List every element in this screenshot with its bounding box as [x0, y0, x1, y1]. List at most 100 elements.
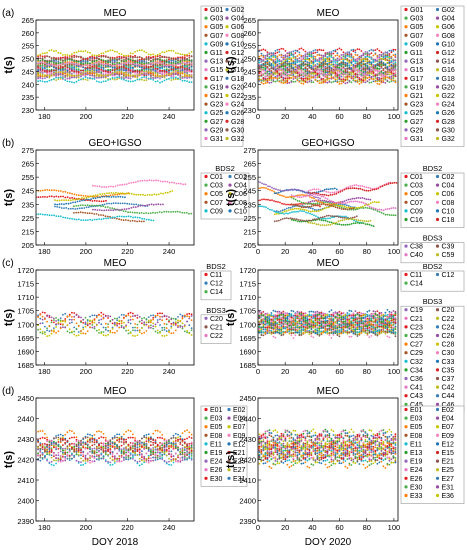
data-point: [64, 216, 67, 219]
data-point: [352, 60, 355, 63]
legend-entry: G12: [231, 50, 244, 57]
data-point: [103, 186, 106, 188]
data-point: [302, 74, 305, 77]
data-point: [95, 72, 98, 75]
data-point: [127, 65, 130, 67]
data-point: [354, 75, 357, 78]
data-point: [332, 77, 335, 80]
data-point: [147, 73, 150, 76]
data-point: [145, 68, 148, 70]
data-point: [376, 72, 379, 75]
data-point: [348, 75, 351, 78]
data-point: [37, 63, 39, 66]
data-point: [100, 76, 103, 79]
data-point: [39, 59, 42, 62]
data-point: [174, 72, 177, 75]
data-point: [162, 192, 165, 195]
data-point: [348, 79, 351, 82]
x-tick-label: 0: [256, 112, 260, 121]
data-point: [75, 60, 78, 63]
data-point: [284, 79, 287, 82]
data-point: [82, 211, 84, 214]
panel-label: (a): [2, 8, 14, 19]
data-point: [111, 72, 114, 75]
data-point: [332, 72, 335, 74]
data-point: [354, 62, 357, 64]
data-point: [59, 52, 62, 55]
data-point: [322, 70, 325, 73]
data-point: [322, 72, 325, 75]
data-point: [392, 74, 395, 77]
data-point: [318, 60, 321, 63]
data-point: [266, 70, 269, 73]
data-point: [115, 202, 117, 205]
legend-entry: G13: [410, 59, 423, 66]
data-point: [80, 55, 82, 58]
data-point: [366, 51, 369, 54]
data-point: [177, 69, 179, 72]
data-point: [294, 77, 297, 79]
data-point: [368, 56, 371, 59]
data-point: [170, 64, 173, 66]
data-point: [114, 216, 116, 219]
data-point: [54, 205, 56, 208]
data-point: [145, 70, 148, 73]
data-point: [312, 72, 315, 75]
data-point: [328, 66, 331, 69]
data-point: [100, 67, 103, 69]
data-point: [326, 81, 329, 84]
data-point: [268, 62, 271, 64]
data-point: [41, 196, 44, 198]
data-point: [123, 66, 125, 68]
data-point: [324, 53, 327, 56]
data-point: [330, 53, 333, 55]
data-point: [125, 71, 127, 74]
data-point: [68, 77, 71, 80]
data-point: [93, 204, 96, 207]
data-point: [312, 55, 315, 58]
data-point: [65, 199, 68, 202]
data-point: [98, 63, 100, 66]
data-point: [312, 68, 315, 71]
data-point: [330, 61, 333, 64]
data-point: [120, 215, 123, 218]
data-point: [92, 195, 95, 197]
data-point: [288, 51, 291, 54]
data-point: [183, 212, 186, 214]
data-point: [364, 75, 367, 78]
legend-marker: [204, 128, 208, 132]
data-point: [129, 77, 132, 80]
data-point: [138, 49, 141, 52]
data-point: [50, 195, 53, 198]
data-point: [98, 75, 100, 78]
data-point: [310, 61, 313, 64]
data-point: [106, 215, 109, 218]
data-point: [116, 58, 118, 61]
data-point: [111, 49, 114, 52]
data-point: [350, 73, 353, 76]
data-point: [306, 61, 309, 63]
data-point: [260, 60, 263, 63]
data-point: [150, 179, 153, 182]
data-point: [168, 69, 170, 72]
data-point: [71, 218, 73, 220]
data-point: [125, 54, 127, 57]
data-point: [125, 62, 127, 65]
data-point: [266, 75, 269, 78]
data-point: [370, 61, 373, 63]
data-point: [136, 50, 139, 52]
data-point: [77, 76, 80, 79]
data-point: [352, 73, 355, 75]
data-point: [326, 75, 329, 78]
data-point: [125, 183, 128, 186]
legend-entry: G22: [442, 93, 455, 100]
data-point: [44, 52, 46, 54]
data-point: [168, 66, 170, 69]
data-point: [179, 56, 182, 59]
data-point: [111, 56, 114, 59]
data-point: [370, 62, 373, 65]
data-point: [376, 76, 379, 79]
data-point: [75, 63, 78, 66]
data-point: [328, 72, 331, 75]
legend-entry: G03: [410, 16, 423, 23]
